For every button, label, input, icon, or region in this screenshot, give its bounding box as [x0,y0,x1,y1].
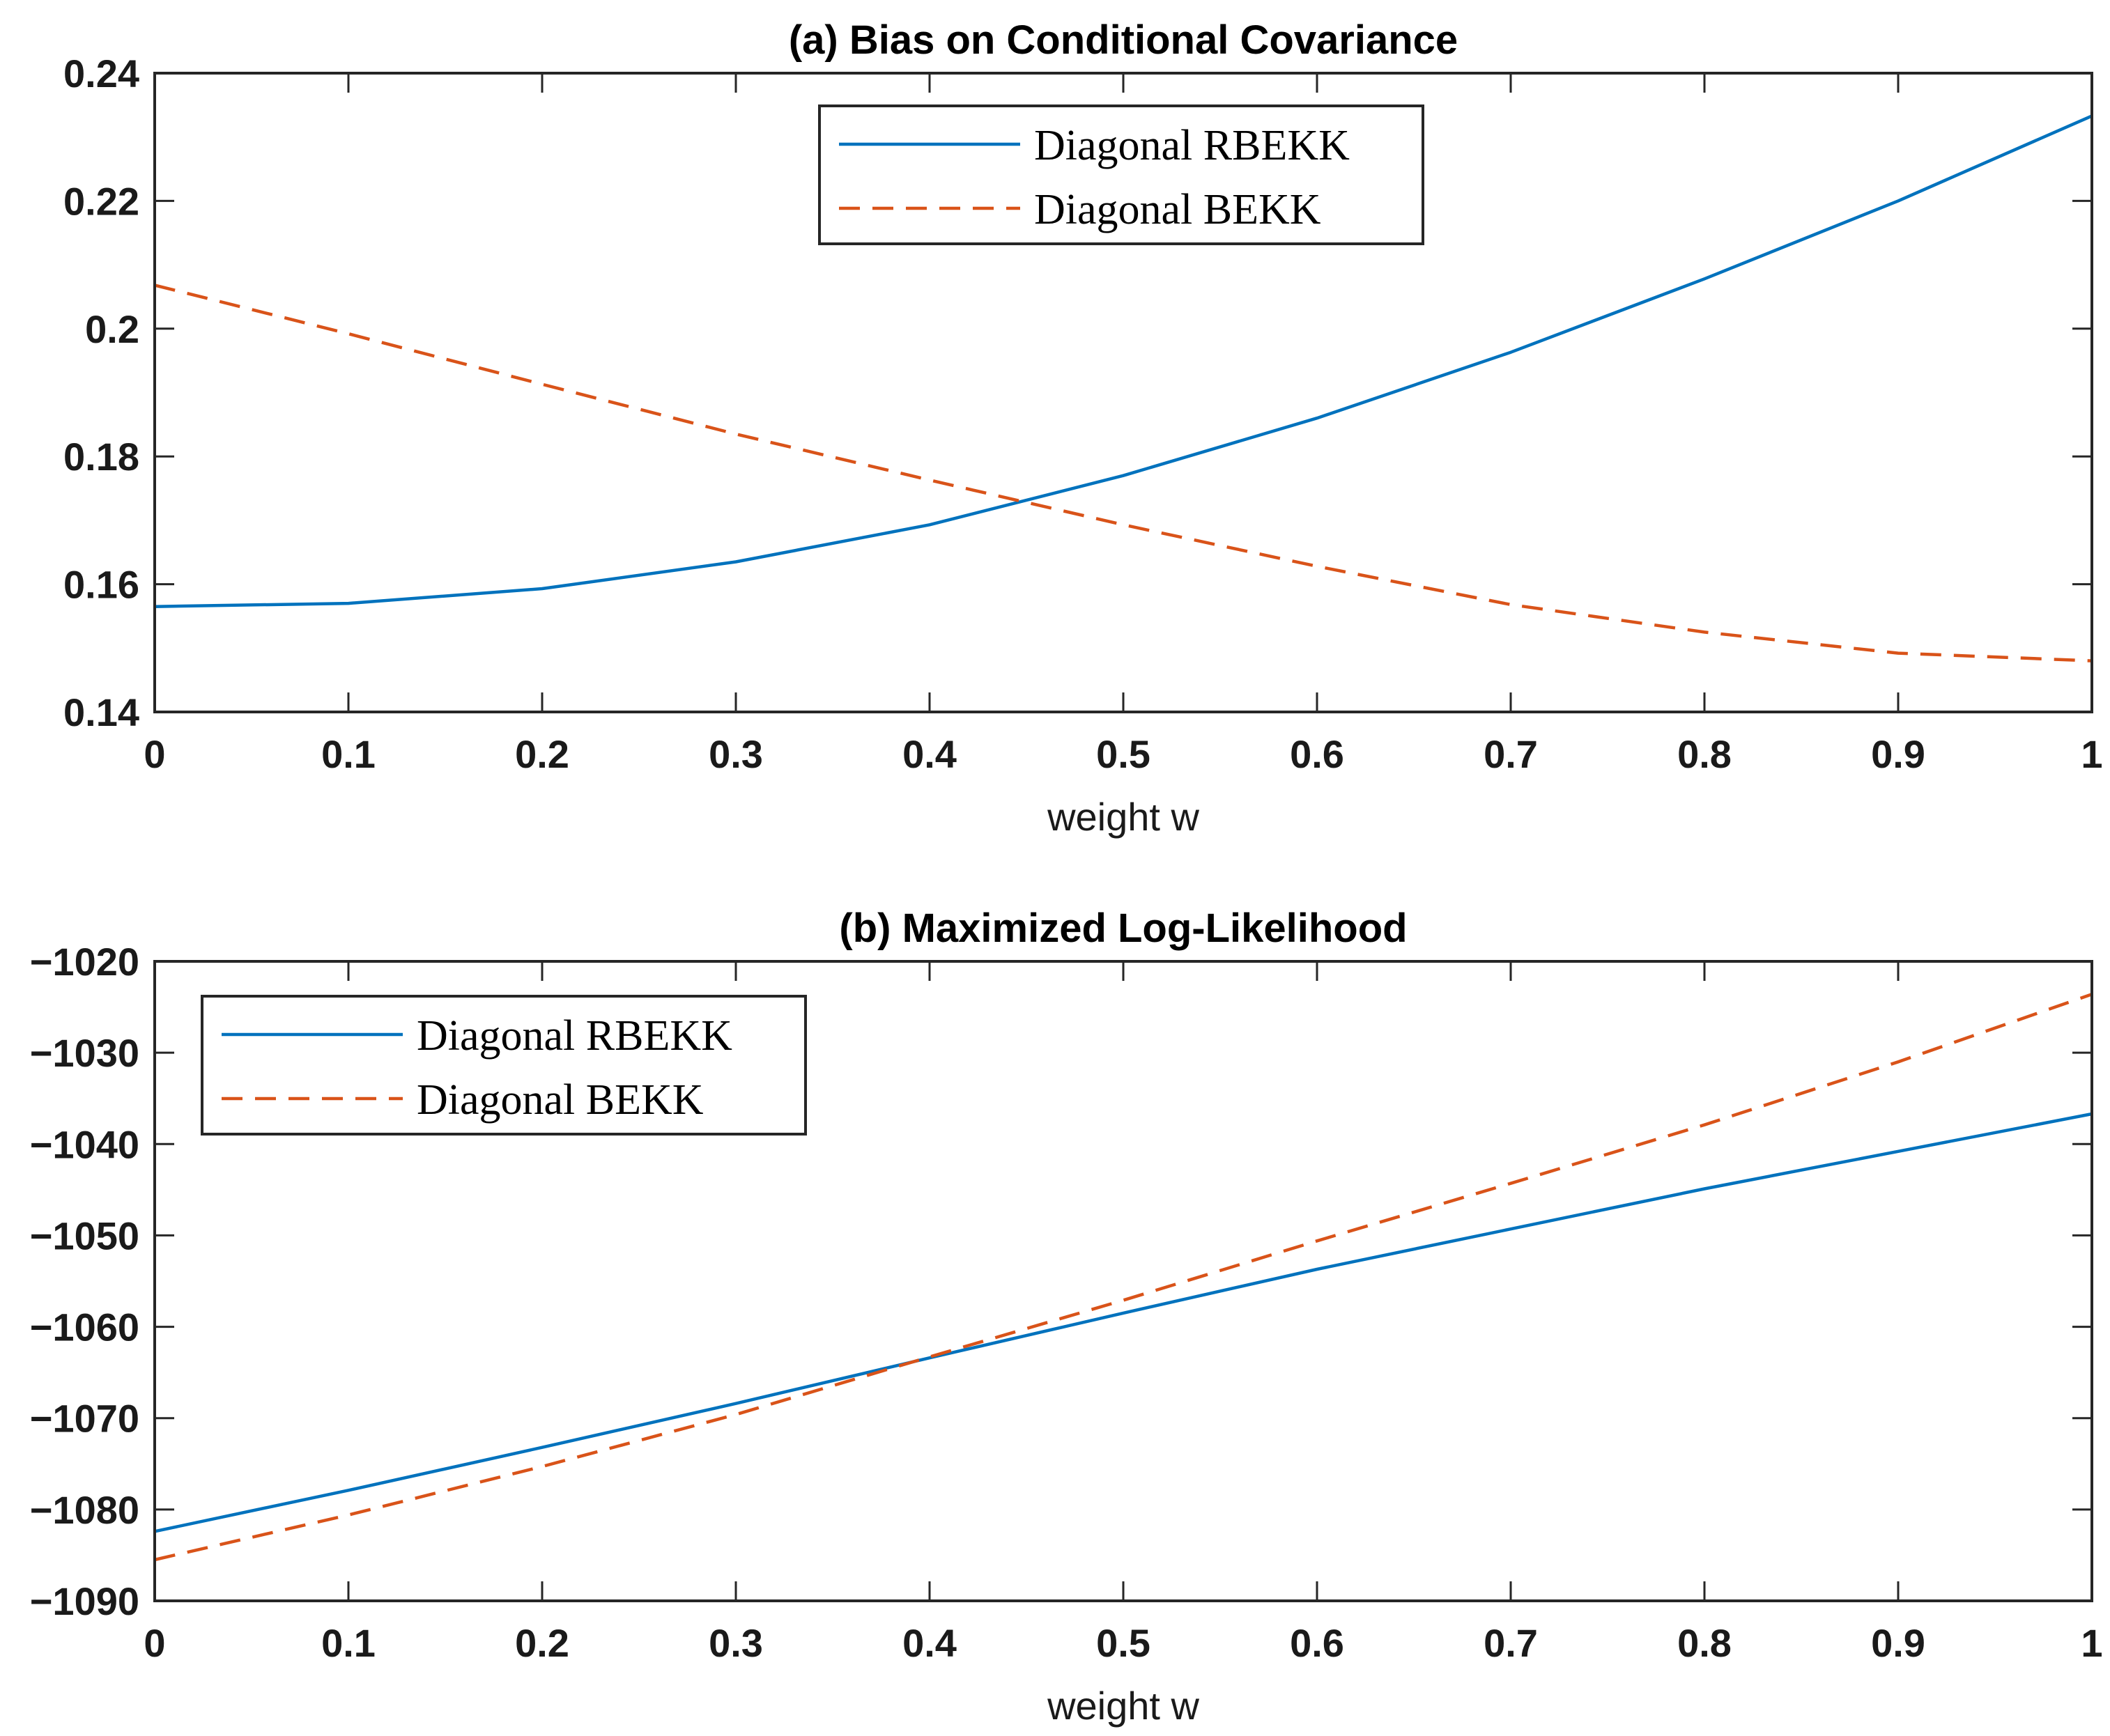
y-tick-label: −1070 [30,1397,139,1441]
y-tick-label: −1030 [30,1031,139,1075]
x-tick-label: 0.6 [1290,732,1344,776]
legend-label: Diagonal RBEKK [1034,122,1350,169]
y-tick-label: 0.14 [63,690,139,734]
legend-box [818,104,1424,245]
x-tick-label: 0.4 [902,1621,957,1665]
x-tick-label: 0.5 [1096,1621,1150,1665]
y-tick-label: −1020 [30,940,139,984]
y-tick-label: 0.18 [63,435,139,479]
series-line-diagonal-rbekk [154,1112,2093,1533]
y-tick-label: −1060 [30,1305,139,1349]
y-tick-label: 0.24 [63,52,139,95]
chart-panel-b: (b) Maximized Log-Likelihood 0 0.1 0.2 0.3 0.… [30,906,2103,1728]
x-tick-label: 0.2 [515,732,569,776]
chart-panel-a: (a) Bias on Conditional Covariance 0 0.1 0.… [63,17,2103,839]
y-tick-label: −1090 [30,1579,139,1623]
y-tick-label: 0.16 [63,563,139,607]
x-tick-label: 0.9 [1871,732,1925,776]
axes-frame [153,72,2093,713]
x-tick-label: 0.2 [515,1621,569,1665]
x-tick-label: 0.4 [902,732,957,776]
series-line-diagonal-bekk [154,284,2093,662]
x-tick-label: 0.8 [1677,732,1732,776]
x-tick-label: 0.3 [709,1621,763,1665]
x-axis-label: weight w [1047,1684,1199,1728]
axes-frame [153,960,2093,1602]
x-tick-label: 0.5 [1096,732,1150,776]
x-tick-label: 0.3 [709,732,763,776]
chart-title: (a) Bias on Conditional Covariance [789,17,1458,63]
x-tick-label: 0.7 [1484,1621,1538,1665]
x-tick-label: 0.6 [1290,1621,1344,1665]
legend-box [201,995,807,1136]
x-axis-label: weight w [1047,795,1199,839]
x-tick-label: 0.1 [321,1621,376,1665]
x-tick-label: 0.8 [1677,1621,1732,1665]
series-line-diagonal-rbekk [154,114,2093,608]
y-tick-label: 0.2 [85,307,139,351]
series-line-diagonal-bekk [154,993,2093,1562]
legend-label: Diagonal RBEKK [417,1012,732,1060]
chart-title: (b) Maximized Log-Likelihood [839,906,1407,951]
y-tick-label: 0.22 [63,179,139,223]
x-tick-label: 0.9 [1871,1621,1925,1665]
x-tick-label: 0.1 [321,732,376,776]
x-tick-label: 1 [2081,732,2102,776]
y-tick-label: −1080 [30,1488,139,1532]
legend-label: Diagonal BEKK [417,1076,704,1124]
legend: Diagonal RBEKK Diagonal BEKK [201,995,807,1136]
y-tick-label: −1050 [30,1214,139,1257]
x-tick-label: 0 [144,1621,165,1665]
x-tick-label: 0 [144,732,165,776]
legend-label: Diagonal BEKK [1034,186,1321,233]
x-tick-label: 0.7 [1484,732,1538,776]
y-tick-label: −1040 [30,1122,139,1166]
legend: Diagonal RBEKK Diagonal BEKK [818,104,1424,245]
x-tick-label: 1 [2081,1621,2102,1665]
